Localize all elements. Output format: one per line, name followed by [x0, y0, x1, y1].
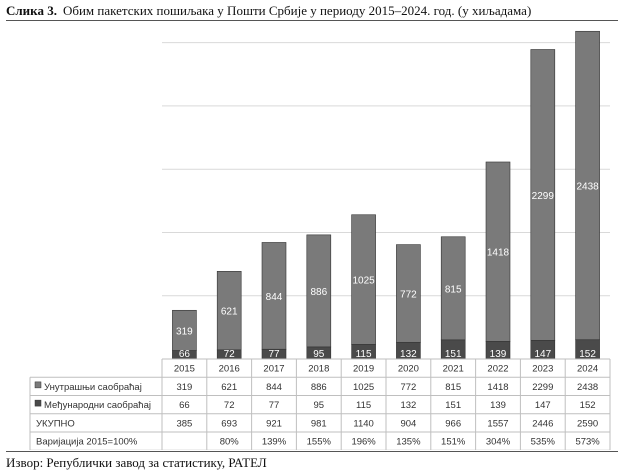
bar-domestic-2023 [530, 49, 556, 341]
legend-key-domestic [34, 381, 42, 389]
table-cell: 115 [356, 400, 371, 411]
table-cell: 319 [176, 382, 192, 393]
table-cell: 66 [179, 400, 190, 411]
table-cell: 151 [445, 400, 461, 411]
table-cell: 1140 [353, 418, 373, 429]
table-cell: 155% [307, 437, 332, 448]
caption-rule [6, 20, 618, 21]
data-label-domestic-2021: 815 [445, 284, 462, 295]
data-label-international-2016: 72 [224, 349, 236, 360]
bar-domestic-2015 [172, 309, 197, 351]
data-label-domestic-2022: 1418 [487, 248, 510, 259]
table-cell: 77 [269, 400, 280, 411]
tick-label-2022: 2022 [487, 364, 508, 375]
data-label-international-2018: 95 [313, 349, 325, 360]
table-cell: 151% [441, 437, 466, 448]
data-table: 2015 2016 2017 2018 2019 2020 2021 2022 2023 2024… [29, 358, 611, 450]
tick-label-2017: 2017 [263, 364, 284, 375]
table-row-label: Варијација 2015=100% [36, 437, 138, 448]
tick-label-2021: 2021 [443, 364, 464, 375]
table-cell: 981 [311, 418, 327, 429]
data-label-international-2019: 115 [356, 349, 372, 360]
bar-group: 319 66 621 72 844 77 886 95 1025 115 772 132 815 151 1… [172, 30, 600, 360]
bar-domestic-2021 [440, 236, 466, 341]
table-cell: 966 [445, 418, 461, 429]
table-cell: 2446 [532, 418, 553, 429]
table-cell: 196% [351, 437, 376, 448]
table-cell: 135% [396, 437, 421, 448]
data-label-international-2017: 77 [268, 349, 280, 360]
table-row-label: Међународни саобраћај [44, 400, 151, 411]
bar-domestic-2024 [575, 30, 600, 341]
table-cell: 1557 [487, 418, 508, 429]
tick-label-2020: 2020 [398, 364, 419, 375]
table-cell: 139 [490, 400, 506, 411]
tick-label-2015: 2015 [174, 364, 195, 375]
data-label-international-2015: 66 [179, 349, 191, 360]
tick-label-2024: 2024 [577, 364, 598, 375]
data-label-domestic-2016: 621 [221, 307, 238, 318]
table-cell: 535% [531, 437, 556, 448]
bar-domestic-2016 [216, 271, 242, 351]
data-label-domestic-2024: 2438 [576, 182, 599, 193]
bar-domestic-2018 [306, 234, 332, 348]
table-cell: 772 [400, 382, 416, 393]
bar-domestic-2017 [261, 242, 287, 350]
table-cell: 921 [266, 418, 282, 429]
data-label-domestic-2020: 772 [400, 289, 417, 300]
table-cell: 886 [311, 382, 327, 393]
table-cell: 844 [266, 382, 282, 393]
bar-domestic-2019 [351, 214, 376, 345]
table-row-label: Унутрашњи саобраћај [44, 382, 142, 393]
table-row-label: УКУПНО [36, 418, 75, 429]
table-cell: 573% [575, 437, 600, 448]
data-label-international-2022: 139 [490, 349, 507, 360]
table-cell: 815 [445, 382, 461, 393]
tick-label-2019: 2019 [353, 364, 374, 375]
data-label-domestic-2017: 844 [266, 292, 283, 303]
table-cell: 2438 [577, 382, 598, 393]
data-label-domestic-2015: 319 [176, 326, 193, 337]
table-cell: 621 [221, 382, 237, 393]
table-cell: 304% [486, 437, 511, 448]
table-cell: 2590 [577, 418, 598, 429]
data-label-international-2021: 151 [445, 349, 462, 360]
table-cell: 147 [535, 400, 551, 411]
figure-label: Слика 3. [6, 3, 57, 18]
data-label-international-2024: 152 [579, 349, 596, 360]
tick-label-2023: 2023 [532, 364, 553, 375]
figure-caption: Слика 3. Обим пакетских пошиљака у Пошти … [6, 3, 618, 19]
figure-title: Обим пакетских пошиљака у Пошти Србије у… [62, 3, 532, 18]
table-cell: 2299 [532, 382, 553, 393]
legend-key-international [34, 399, 42, 407]
data-label-domestic-2018: 886 [310, 287, 327, 298]
table-cell: 80% [220, 437, 240, 448]
table-cell: 385 [176, 418, 192, 429]
table-cell: 139% [262, 437, 287, 448]
table-cell: 72 [224, 400, 235, 411]
table-cell: 693 [221, 418, 237, 429]
table-cell: 904 [400, 418, 416, 429]
table-cell: 132 [400, 400, 416, 411]
data-label-international-2023: 147 [534, 349, 551, 360]
tick-label-2018: 2018 [308, 364, 329, 375]
table-cell: 152 [580, 400, 596, 411]
table-cell: 95 [314, 400, 325, 411]
chart: 319 66 621 72 844 77 886 95 1025 115 772 132 815 151 1… [29, 30, 611, 450]
source-note: Извор: Републички завод за статистику, Р… [6, 455, 267, 470]
data-label-domestic-2023: 2299 [532, 191, 555, 202]
bar-domestic-2020 [396, 244, 421, 343]
table-cell: 1025 [353, 382, 374, 393]
source-rule [6, 451, 618, 452]
tick-label-2016: 2016 [219, 364, 240, 375]
table-cell: 1418 [487, 382, 508, 393]
data-label-domestic-2019: 1025 [352, 276, 375, 287]
data-label-international-2020: 132 [400, 349, 417, 360]
